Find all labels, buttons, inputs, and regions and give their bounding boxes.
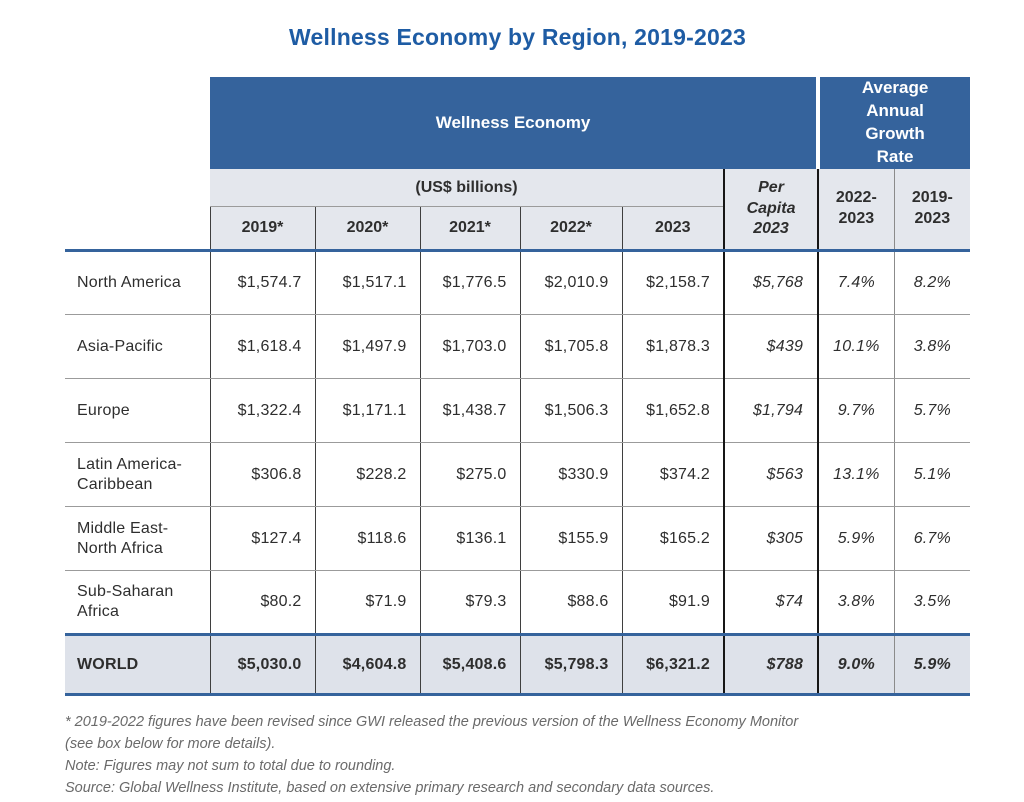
region-name: Middle East-North Africa — [65, 506, 211, 572]
value-2019: $1,322.4 — [210, 378, 316, 444]
value-2020: $228.2 — [315, 442, 421, 508]
growth-2022-2023-value: 10.1% — [818, 314, 895, 380]
growth-2022-2023-value: 5.9% — [818, 506, 895, 572]
growth-2019-2023-value: 5.1% — [893, 442, 971, 508]
growth-2019-2023-value: 8.2% — [893, 249, 971, 316]
footnote-rounding: Note: Figures may not sum to total due t… — [65, 757, 396, 774]
region-name: Sub-Saharan Africa — [65, 570, 211, 636]
header-growth-2019-2023-label: 2019-2023 — [911, 189, 953, 227]
value-2019: $306.8 — [210, 442, 316, 508]
footnotes: * 2019-2022 figures have been revised si… — [65, 712, 970, 799]
value-2019: $1,618.4 — [210, 314, 316, 380]
value-2022: $88.6 — [520, 570, 623, 636]
per-capita-value: $1,794 — [722, 378, 820, 444]
value-2022: $5,798.3 — [520, 633, 623, 697]
region-name: Asia-Pacific — [65, 314, 211, 380]
per-capita-value: $305 — [722, 506, 820, 572]
growth-2022-2023-value: 9.0% — [818, 633, 895, 697]
header-year-2022: 2022* — [520, 206, 623, 251]
table-row-europe: Europe $1,322.4 $1,171.1 $1,438.7 $1,506… — [65, 378, 971, 444]
value-2021: $1,703.0 — [420, 314, 521, 380]
value-2023: $165.2 — [622, 506, 724, 572]
wellness-economy-table: Wellness Economy Average Annual Growth R… — [65, 77, 971, 697]
value-2023: $1,652.8 — [622, 378, 724, 444]
value-2022: $330.9 — [520, 442, 623, 508]
value-2022: $2,010.9 — [520, 249, 623, 316]
header-years-row: 2019* 2020* 2021* 2022* 2023 — [65, 206, 970, 251]
header-growth-2022-2023: 2022-2023 — [817, 168, 895, 251]
value-2022: $1,506.3 — [520, 378, 623, 444]
value-2020: $4,604.8 — [315, 633, 421, 697]
header-year-2020: 2020* — [315, 206, 421, 251]
value-2021: $275.0 — [420, 442, 521, 508]
growth-2019-2023-value: 5.9% — [893, 633, 971, 697]
per-capita-value: $5,768 — [722, 249, 820, 316]
header-per-capita-label: Per Capita 2023 — [746, 178, 796, 238]
header-year-2021: 2021* — [420, 206, 521, 251]
per-capita-value: $563 — [722, 442, 820, 508]
header-group-row: Wellness Economy Average Annual Growth R… — [65, 77, 971, 251]
growth-2019-2023-value: 6.7% — [893, 506, 971, 572]
table-row-north-america: North America $1,574.7 $1,517.1 $1,776.5… — [65, 249, 971, 316]
value-2020: $1,517.1 — [315, 249, 421, 316]
footnote-source: Source: Global Wellness Institute, based… — [65, 779, 715, 796]
table-row-asia-pacific: Asia-Pacific $1,618.4 $1,497.9 $1,703.0 … — [65, 314, 971, 380]
footnote-revision-continued: (see box below for more details). — [65, 736, 276, 752]
value-2020: $1,171.1 — [315, 378, 421, 444]
region-name: Latin America-Caribbean — [65, 442, 211, 508]
growth-2022-2023-value: 9.7% — [818, 378, 895, 444]
growth-2019-2023-value: 3.5% — [893, 570, 971, 636]
value-2020: $118.6 — [315, 506, 421, 572]
header-wellness-economy: Wellness Economy — [210, 77, 819, 169]
value-2019: $80.2 — [210, 570, 316, 636]
per-capita-value: $788 — [722, 633, 820, 697]
header-region-spacer — [65, 77, 210, 251]
value-2021: $5,408.6 — [420, 633, 521, 697]
footnote-revision: * 2019-2022 figures have been revised si… — [65, 714, 799, 731]
region-name: WORLD — [65, 633, 211, 697]
value-2021: $136.1 — [420, 506, 521, 572]
value-2022: $155.9 — [520, 506, 623, 572]
value-2023: $2,158.7 — [622, 249, 724, 316]
value-2019: $1,574.7 — [210, 249, 316, 316]
value-2020: $71.9 — [315, 570, 421, 636]
value-2023: $91.9 — [622, 570, 724, 636]
value-2023: $374.2 — [622, 442, 724, 508]
region-name: Europe — [65, 378, 211, 444]
header-per-capita-2023: Per Capita 2023 — [722, 168, 820, 251]
growth-2022-2023-value: 7.4% — [818, 249, 895, 316]
header-year-2019: 2019* — [209, 206, 316, 251]
header-units: (US$ billions) — [210, 168, 724, 208]
value-2020: $1,497.9 — [315, 314, 421, 380]
value-2023: $6,321.2 — [622, 633, 724, 697]
value-2021: $1,438.7 — [420, 378, 521, 444]
header-year-2023: 2023 — [622, 206, 724, 251]
header-growth-rate-label: Average Annual Growth Rate — [861, 78, 929, 166]
per-capita-value: $439 — [722, 314, 820, 380]
growth-2019-2023-value: 5.7% — [893, 378, 971, 444]
region-name: North America — [65, 249, 211, 316]
header-growth-2019-2023: 2019-2023 — [893, 168, 971, 251]
header-units-row: (US$ billions) Per Capita 2023 2022-2023… — [65, 168, 971, 251]
value-2021: $79.3 — [420, 570, 521, 636]
growth-2022-2023-value: 3.8% — [818, 570, 895, 636]
header-wellness-economy-label: Wellness Economy — [435, 112, 591, 132]
growth-2022-2023-value: 13.1% — [818, 442, 895, 508]
value-2022: $1,705.8 — [520, 314, 623, 380]
growth-2019-2023-value: 3.8% — [893, 314, 971, 380]
table-row-latin-america-caribbean: Latin America-Caribbean $306.8 $228.2 $2… — [65, 442, 971, 508]
value-2021: $1,776.5 — [420, 249, 521, 316]
table-row-world: WORLD $5,030.0 $4,604.8 $5,408.6 $5,798.… — [65, 633, 971, 697]
table-row-middle-east-north-africa: Middle East-North Africa $127.4 $118.6 $… — [65, 506, 971, 572]
page-title: Wellness Economy by Region, 2019-2023 — [289, 24, 746, 50]
value-2019: $5,030.0 — [210, 633, 316, 697]
per-capita-value: $74 — [722, 570, 820, 636]
header-avg-annual-growth-rate: Average Annual Growth Rate — [816, 77, 971, 169]
table-row-sub-saharan-africa: Sub-Saharan Africa $80.2 $71.9 $79.3 $88… — [65, 570, 971, 636]
value-2023: $1,878.3 — [622, 314, 724, 380]
header-growth-2022-2023-label: 2022-2023 — [835, 189, 877, 227]
value-2019: $127.4 — [210, 506, 316, 572]
